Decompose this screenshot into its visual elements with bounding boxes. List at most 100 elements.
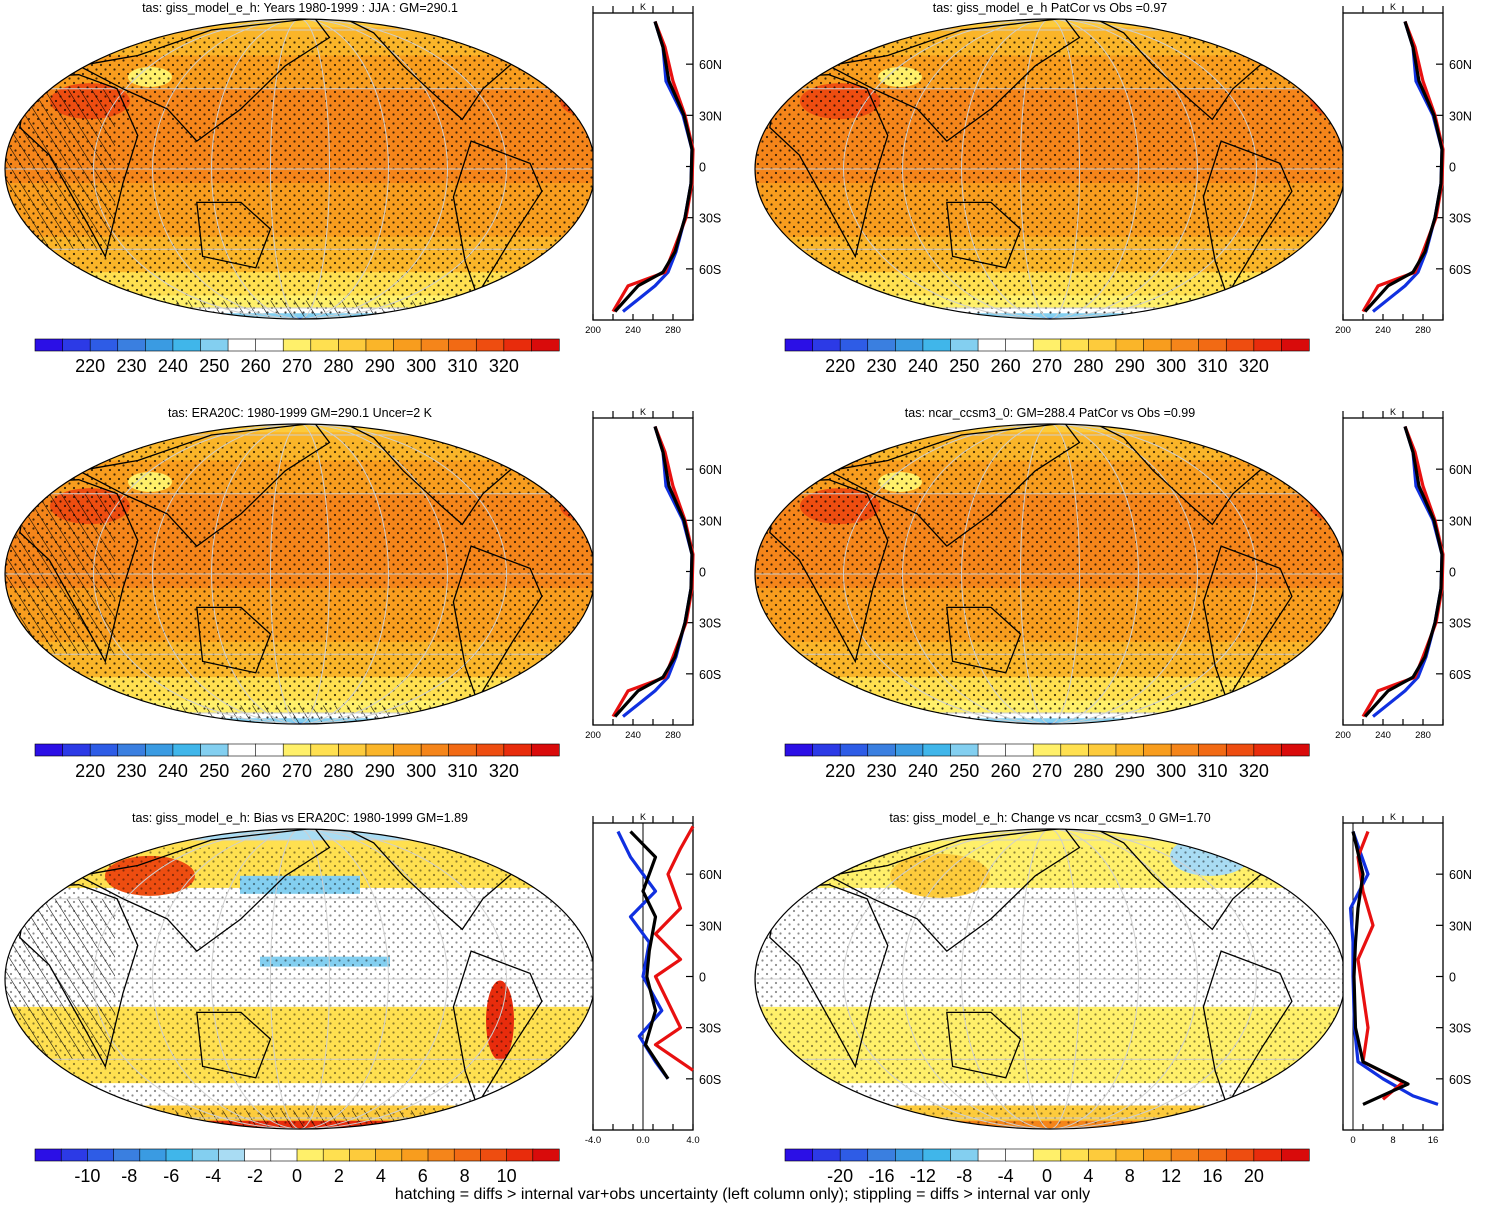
profile-lat-label: 60S [1449, 668, 1471, 682]
field-band-arctic [5, 424, 595, 434]
profile-lat-label: 60N [699, 868, 722, 882]
colorbar-tick-label: 260 [241, 761, 271, 781]
coast-samerica [1202, 545, 1293, 703]
colorbar-tick-label: 320 [1239, 761, 1269, 781]
profile-x-tick-label: 200 [585, 730, 601, 741]
colorbar-tick-label: 320 [489, 356, 519, 376]
coast-eurasia [76, 424, 331, 547]
colorbar-box [1281, 338, 1310, 352]
colorbar-box [812, 338, 841, 352]
colorbar-box [448, 743, 477, 757]
colorbar-box [839, 743, 869, 757]
colorbar-box [1170, 338, 1200, 352]
profile-curve-ref [1363, 21, 1444, 313]
colorbar-box [922, 1148, 952, 1162]
graticule-meridian [211, 829, 389, 1129]
colorbar-box [867, 338, 896, 352]
graticule-meridian [961, 19, 1139, 319]
profile-lat-label: 0 [699, 566, 706, 580]
profile-panel-2: K 200 240 280 60N 30N 0 30S 60S [1335, 2, 1472, 336]
colorbar-tick-label: -12 [910, 1166, 936, 1186]
colorbar-box [322, 1148, 351, 1162]
profile-lat-label: 0 [1449, 161, 1456, 175]
coast-africa [769, 884, 889, 1069]
coast-australia [946, 201, 1022, 269]
colorbar-box [812, 743, 841, 757]
colorbar-box [977, 338, 1007, 352]
field-band-antarctic [755, 722, 1345, 724]
colorbar-tick-label: -8 [956, 1166, 972, 1186]
colorbar-box [200, 338, 229, 352]
coast-eurasia [826, 829, 1081, 952]
colorbar-box [784, 743, 814, 757]
colorbar-box [420, 743, 450, 757]
colorbar-tick-label: 310 [447, 761, 477, 781]
colorbar-tick-label: 280 [323, 356, 353, 376]
colorbar-box [310, 338, 339, 352]
colorbar-box [503, 338, 533, 352]
colorbar-tick-label: 250 [949, 761, 979, 781]
colorbar-box [475, 743, 505, 757]
coast-australia [946, 1011, 1022, 1079]
colorbar-tick-label: 8 [1125, 1166, 1135, 1186]
graticule-meridian [961, 829, 1139, 1129]
profile-frame [1342, 417, 1444, 726]
colorbar-box [393, 743, 422, 757]
profile-lat-label: 0 [699, 971, 706, 985]
colorbar-box [1032, 743, 1062, 757]
coast-africa [19, 74, 139, 259]
profile-lat-label: 60N [699, 58, 722, 72]
profile-unit: K [640, 407, 646, 417]
colorbar-box [1143, 743, 1172, 757]
colorbar-box [867, 1148, 896, 1162]
profile-unit: K [1390, 407, 1396, 417]
colorbar-tick-label: 300 [406, 356, 436, 376]
profile-lat-label: 30N [1449, 919, 1472, 933]
colorbar-box [1253, 743, 1283, 757]
colorbar-tick-label: 4 [376, 1166, 386, 1186]
graticule-meridian [843, 424, 1257, 724]
colorbar-box [1088, 1148, 1117, 1162]
graticule-meridian [902, 829, 1198, 1129]
profile-lat-label: 60S [1449, 263, 1471, 277]
colorbar-box [1088, 338, 1117, 352]
colorbar-box [922, 743, 952, 757]
colorbar-tick-label: -4 [998, 1166, 1014, 1186]
colorbar-tick-label: 310 [1197, 356, 1227, 376]
colorbar-tick-label: 260 [991, 356, 1021, 376]
profile-x-tick-label: 280 [665, 325, 681, 336]
profile-lat-label: 60S [1449, 1073, 1471, 1087]
profile-x-tick-label: 240 [625, 325, 641, 336]
colorbar-tick-label: 290 [365, 356, 395, 376]
colorbar-box [506, 1148, 534, 1162]
colorbar-box [227, 338, 257, 352]
colorbar-box [1253, 1148, 1283, 1162]
colorbar-box [427, 1148, 455, 1162]
graticule-meridian [902, 19, 1198, 319]
colorbar-box [165, 1148, 193, 1162]
colorbar-box [375, 1148, 403, 1162]
colorbar-box [895, 743, 924, 757]
colorbar-box [1032, 338, 1062, 352]
graticule-meridian [843, 19, 1257, 319]
colorbar-box [349, 1148, 377, 1162]
profile-lat-label: 0 [1449, 566, 1456, 580]
profile-frame [1342, 12, 1444, 321]
profile-x-tick-label: 200 [585, 325, 601, 336]
colorbar-tick-label: 260 [991, 761, 1021, 781]
map-field [5, 19, 595, 319]
colorbar-box [1088, 743, 1117, 757]
colorbar-box [117, 338, 146, 352]
colorbar-tick-label: 320 [1239, 356, 1269, 376]
colorbar-tick-label: 220 [75, 761, 105, 781]
colorbar-tick-label: 270 [282, 761, 312, 781]
footer-note: hatching = diffs > internal var+obs unce… [394, 1186, 1091, 1203]
profile-panel-3: K 200 240 280 60N 30N 0 30S 60S [585, 407, 722, 741]
profile-x-tick-label: 280 [1415, 325, 1431, 336]
profile-curve-ref [629, 830, 670, 1080]
profile-x-tick-label: 0 [1350, 1135, 1355, 1146]
colorbar-box [172, 338, 202, 352]
profile-lat-label: 60N [1449, 58, 1472, 72]
graticule-meridian [270, 829, 330, 1129]
